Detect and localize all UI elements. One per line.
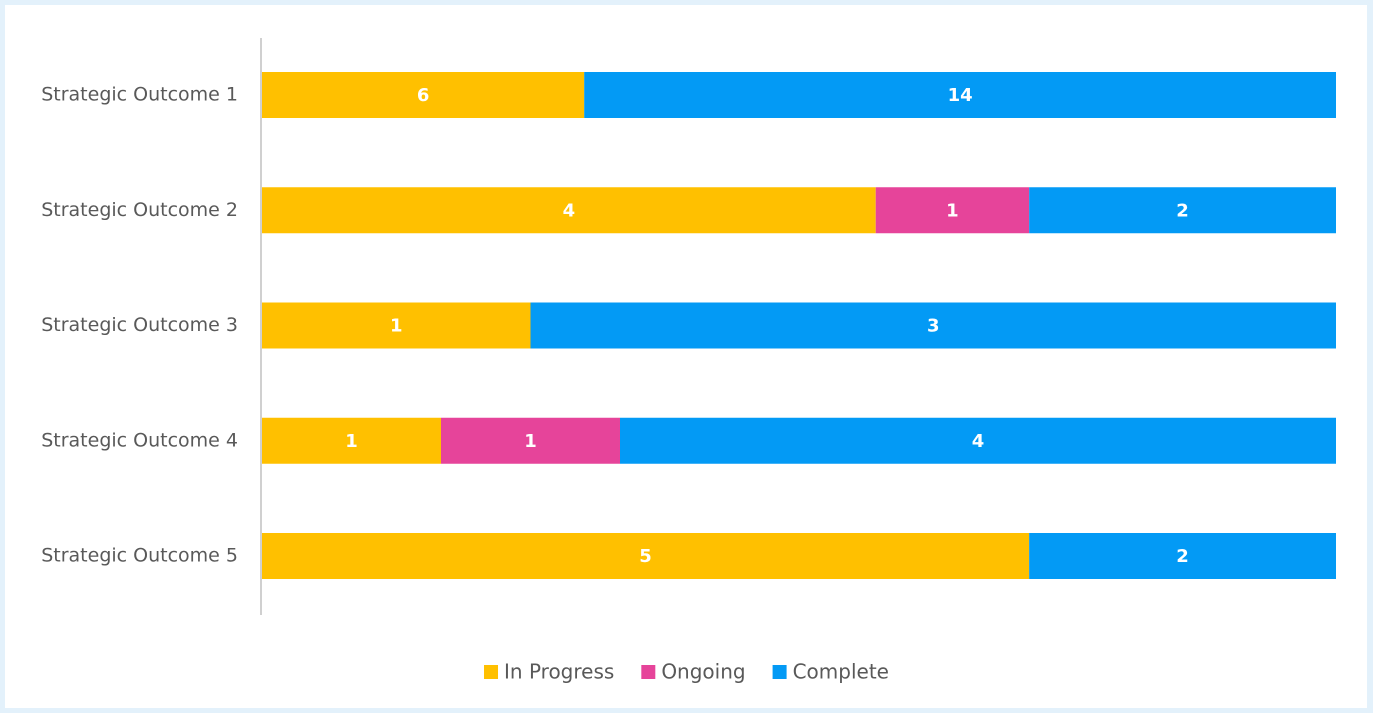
bar-segment [620,417,1336,464]
y-tick-label: Strategic Outcome 2 [41,199,238,221]
bar-segment [262,533,1030,579]
data-label: 4 [972,431,985,452]
legend-swatch [772,665,787,679]
bar-segment [530,302,1336,349]
data-label: 5 [639,546,652,567]
data-label: 1 [345,431,358,452]
bar-segment [262,302,531,349]
data-label: 3 [927,316,940,337]
legend-label: Complete [793,660,889,684]
bar-segment [1029,533,1336,579]
data-label: 6 [417,85,430,106]
y-tick-label: Strategic Outcome 4 [41,429,238,451]
bar-segment [1029,187,1336,234]
legend-swatch [484,665,499,679]
data-label: 4 [563,200,576,221]
bar-segment [262,417,441,464]
y-tick-label: Strategic Outcome 3 [41,314,238,336]
y-tick-label: Strategic Outcome 1 [41,84,238,106]
data-label: 1 [390,316,403,337]
y-tick-label: Strategic Outcome 5 [41,545,238,567]
data-label: 2 [1176,200,1189,221]
bar-segment [262,72,585,118]
chart-area [5,5,1367,708]
legend-label: In Progress [504,660,614,684]
data-label: 1 [524,431,537,452]
legend-swatch [641,665,656,679]
bar-segment [875,187,1030,234]
data-label: 14 [948,85,973,106]
bar-segment [262,187,876,234]
bar-segment [584,72,1336,118]
legend-label: Ongoing [661,660,745,684]
data-label: 2 [1176,546,1189,567]
data-label: 1 [946,200,959,221]
bar-segment [441,417,620,464]
